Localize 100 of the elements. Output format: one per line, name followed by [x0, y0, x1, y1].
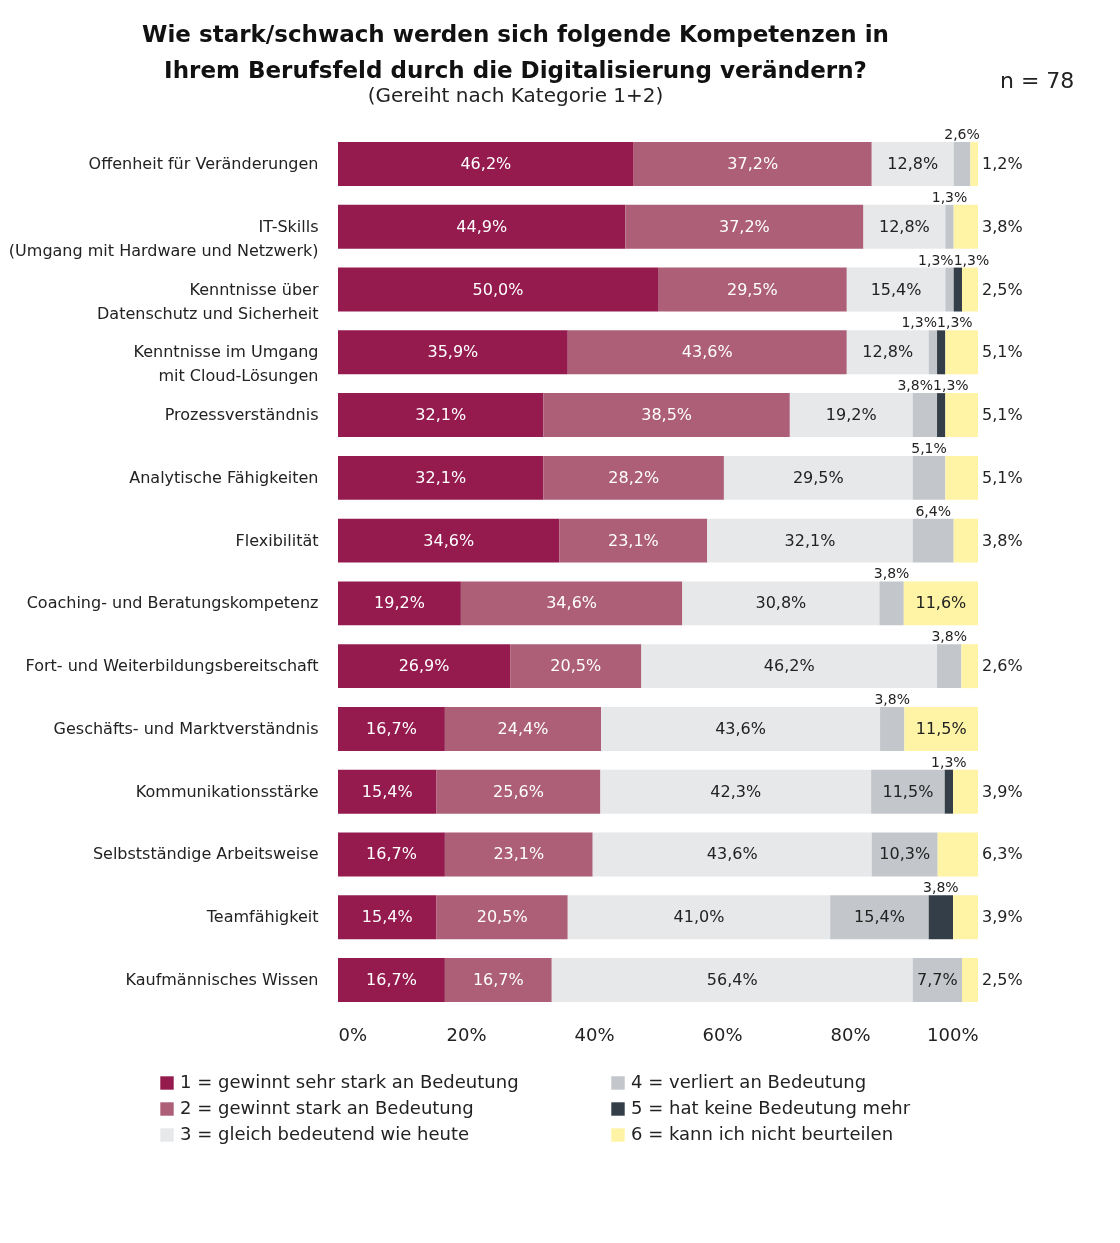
- data-label: 32,1%: [784, 530, 836, 550]
- y-tick-label: Prozessverständnis: [164, 405, 319, 425]
- y-tick-label: Kenntnisse im Umgang mit Cloud-Lösungen: [133, 342, 319, 386]
- y-tick-label: Geschäfts- und Marktverständnis: [53, 718, 319, 738]
- y-tick-label: Kenntnisse über Datenschutz und Sicherheit: [97, 279, 319, 323]
- data-label: 5,1%: [982, 342, 1023, 362]
- data-label: 16,7%: [366, 969, 417, 989]
- data-label: 16,7%: [366, 718, 417, 738]
- data-label: 15,4%: [361, 907, 413, 927]
- data-label: 20,5%: [476, 907, 528, 927]
- data-label: 41,0%: [673, 907, 725, 927]
- data-label: 37,2%: [718, 216, 770, 236]
- data-label: 3,9%: [982, 907, 1023, 927]
- data-label: 37,2%: [727, 154, 779, 174]
- data-label: 10,3%: [879, 844, 931, 864]
- data-label: 43,6%: [706, 844, 758, 864]
- data-label: 3,9%: [982, 781, 1023, 801]
- legend-label: 6 = kann ich nicht beurteilen: [631, 1123, 894, 1144]
- data-label: 3,8%: [982, 530, 1023, 550]
- data-label: 11,5%: [915, 718, 967, 738]
- x-tick-label: 0%: [338, 1023, 368, 1045]
- data-label: 5,1%: [982, 405, 1023, 425]
- data-label: 50,0%: [472, 279, 524, 299]
- x-tick-label: 40%: [574, 1023, 615, 1045]
- data-label: 44,9%: [456, 216, 508, 236]
- data-label: 15,4%: [854, 907, 905, 927]
- data-label: 35,9%: [427, 342, 479, 362]
- data-label: 7,7%: [917, 969, 958, 989]
- data-label: 15,4%: [361, 781, 413, 801]
- data-label: 12,8%: [862, 342, 914, 362]
- y-tick-label: Selbstständige Arbeitsweise: [92, 844, 319, 864]
- y-tick-label: Teamfähigkeit: [205, 907, 319, 927]
- data-label: 1,3%: [931, 753, 967, 770]
- data-label: 23,1%: [607, 530, 659, 550]
- data-label: 26,9%: [398, 656, 450, 676]
- data-label: 1,3%: [901, 314, 938, 331]
- data-label: 42,3%: [710, 781, 762, 801]
- y-tick-label: Analytische Fähigkeiten: [129, 467, 319, 487]
- text: n = 78: [1000, 68, 1075, 93]
- data-label: 1,2%: [982, 154, 1023, 174]
- data-label: 3,8%: [897, 377, 934, 394]
- data-label: 2,6%: [982, 656, 1023, 676]
- data-label: 30,8%: [755, 593, 807, 613]
- data-label: 19,2%: [374, 593, 425, 613]
- data-label: 43,6%: [681, 342, 733, 362]
- legend-label: 3 = gleich bedeutend wie heute: [180, 1123, 470, 1144]
- data-label: 1,3%: [937, 314, 973, 331]
- data-label: 32,1%: [415, 405, 467, 425]
- data-label: 12,8%: [887, 154, 939, 174]
- data-label: 25,6%: [493, 781, 544, 801]
- y-tick-label: Coaching- und Beratungskompetenz: [26, 593, 319, 613]
- data-label: 20,5%: [550, 656, 602, 676]
- data-label: 2,5%: [982, 969, 1023, 989]
- data-label: 1,3%: [931, 188, 968, 205]
- data-label: 3,8%: [923, 879, 959, 896]
- data-label: 16,7%: [472, 969, 524, 989]
- legend-label: 1 = gewinnt sehr stark an Bedeutung: [180, 1071, 519, 1092]
- data-label: 3,8%: [982, 216, 1023, 236]
- data-label: 5,1%: [982, 467, 1023, 487]
- data-label: 5,1%: [911, 439, 947, 456]
- y-tick-label: Kaufmännisches Wissen: [125, 969, 319, 989]
- data-label: 34,6%: [546, 593, 598, 613]
- x-tick-label: 60%: [702, 1023, 743, 1045]
- chart-subtitle: (Gereiht nach Kategorie 1+2): [367, 83, 664, 108]
- data-label: 46,2%: [460, 154, 512, 174]
- data-label: 12,8%: [878, 216, 930, 236]
- x-tick-label: 20%: [446, 1023, 487, 1045]
- data-label: 34,6%: [423, 530, 475, 550]
- y-tick-label: Offenheit für Veränderungen: [88, 154, 319, 174]
- legend-label: 2 = gewinnt stark an Bedeutung: [180, 1097, 474, 1118]
- data-label: 1,3%: [918, 251, 954, 268]
- data-label: 3,8%: [873, 565, 910, 582]
- legend-label: 4 = verliert an Bedeutung: [631, 1071, 867, 1092]
- data-label: 19,2%: [825, 405, 877, 425]
- data-label: 43,6%: [715, 718, 766, 738]
- data-label: 38,5%: [641, 405, 693, 425]
- y-tick-label: Kommunikationsstärke: [135, 781, 319, 801]
- data-label: 16,7%: [366, 844, 417, 864]
- y-tick-label: Flexibilität: [235, 530, 319, 550]
- data-label: 2,5%: [982, 279, 1023, 299]
- legend-label: 5 = hat keine Bedeutung mehr: [631, 1097, 911, 1118]
- data-label: 24,4%: [497, 718, 549, 738]
- y-tick-label: IT-Skills (Umgang mit Hardware und Netzwerk): [8, 216, 319, 260]
- data-label: 46,2%: [763, 656, 815, 676]
- data-label: 2,6%: [944, 126, 980, 143]
- data-label: 1,3%: [933, 377, 969, 394]
- data-label: 15,4%: [870, 279, 922, 299]
- data-label: 3,8%: [874, 690, 911, 707]
- data-label: 29,5%: [726, 279, 778, 299]
- chart-title: Wie stark/schwach werden sich folgende Kompetenzen in Ihrem Berufsfeld durch die Digitalisierung verändern?: [142, 21, 889, 84]
- x-tick-label: 80%: [830, 1023, 871, 1045]
- data-label: 56,4%: [706, 969, 758, 989]
- data-label: 6,4%: [915, 502, 951, 519]
- y-tick-label: Fort- und Weiterbildungsbereitschaft: [25, 656, 319, 676]
- data-label: 11,6%: [915, 593, 967, 613]
- data-label: 1,3%: [953, 251, 990, 268]
- data-label: 3,8%: [931, 628, 967, 645]
- x-tick-label: 100%: [927, 1023, 979, 1045]
- data-label: 28,2%: [608, 467, 660, 487]
- data-label: 6,3%: [982, 844, 1023, 864]
